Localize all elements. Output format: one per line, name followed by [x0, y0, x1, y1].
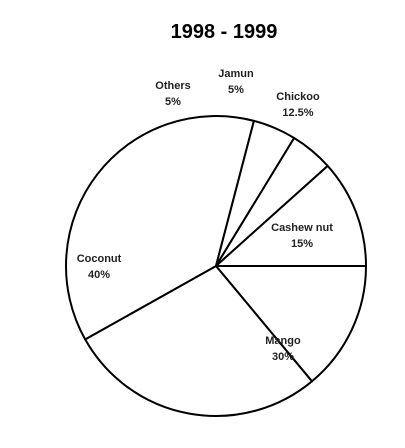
- slice-value-chickoo: 12.5%: [282, 107, 313, 119]
- slice-value-mango: 30%: [272, 351, 294, 363]
- pie-labels: Cashew nut 15% Mango 30% Coconut 40% Others 5% J…: [77, 68, 334, 363]
- slice-value-others: 5%: [165, 96, 181, 108]
- slice-label-jamun: Jamun: [218, 68, 254, 80]
- slice-label-others: Others: [155, 80, 190, 92]
- pie-slices: [65, 115, 367, 417]
- slice-label-cashew-nut: Cashew nut: [271, 222, 333, 234]
- slice-value-coconut: 40%: [88, 269, 110, 281]
- pie-slice-coconut: [65, 115, 255, 341]
- chart-title: 1998 - 1999: [171, 21, 278, 43]
- slice-label-coconut: Coconut: [77, 253, 122, 265]
- slice-value-cashew-nut: 15%: [291, 238, 313, 250]
- pie-slice-cashew-nut: [215, 265, 367, 383]
- slice-label-mango: Mango: [265, 335, 301, 347]
- pie-slice-mango: [84, 265, 313, 417]
- pie-slice-chickoo: [215, 164, 367, 267]
- slice-value-jamun: 5%: [228, 84, 244, 96]
- slice-label-chickoo: Chickoo: [276, 91, 320, 103]
